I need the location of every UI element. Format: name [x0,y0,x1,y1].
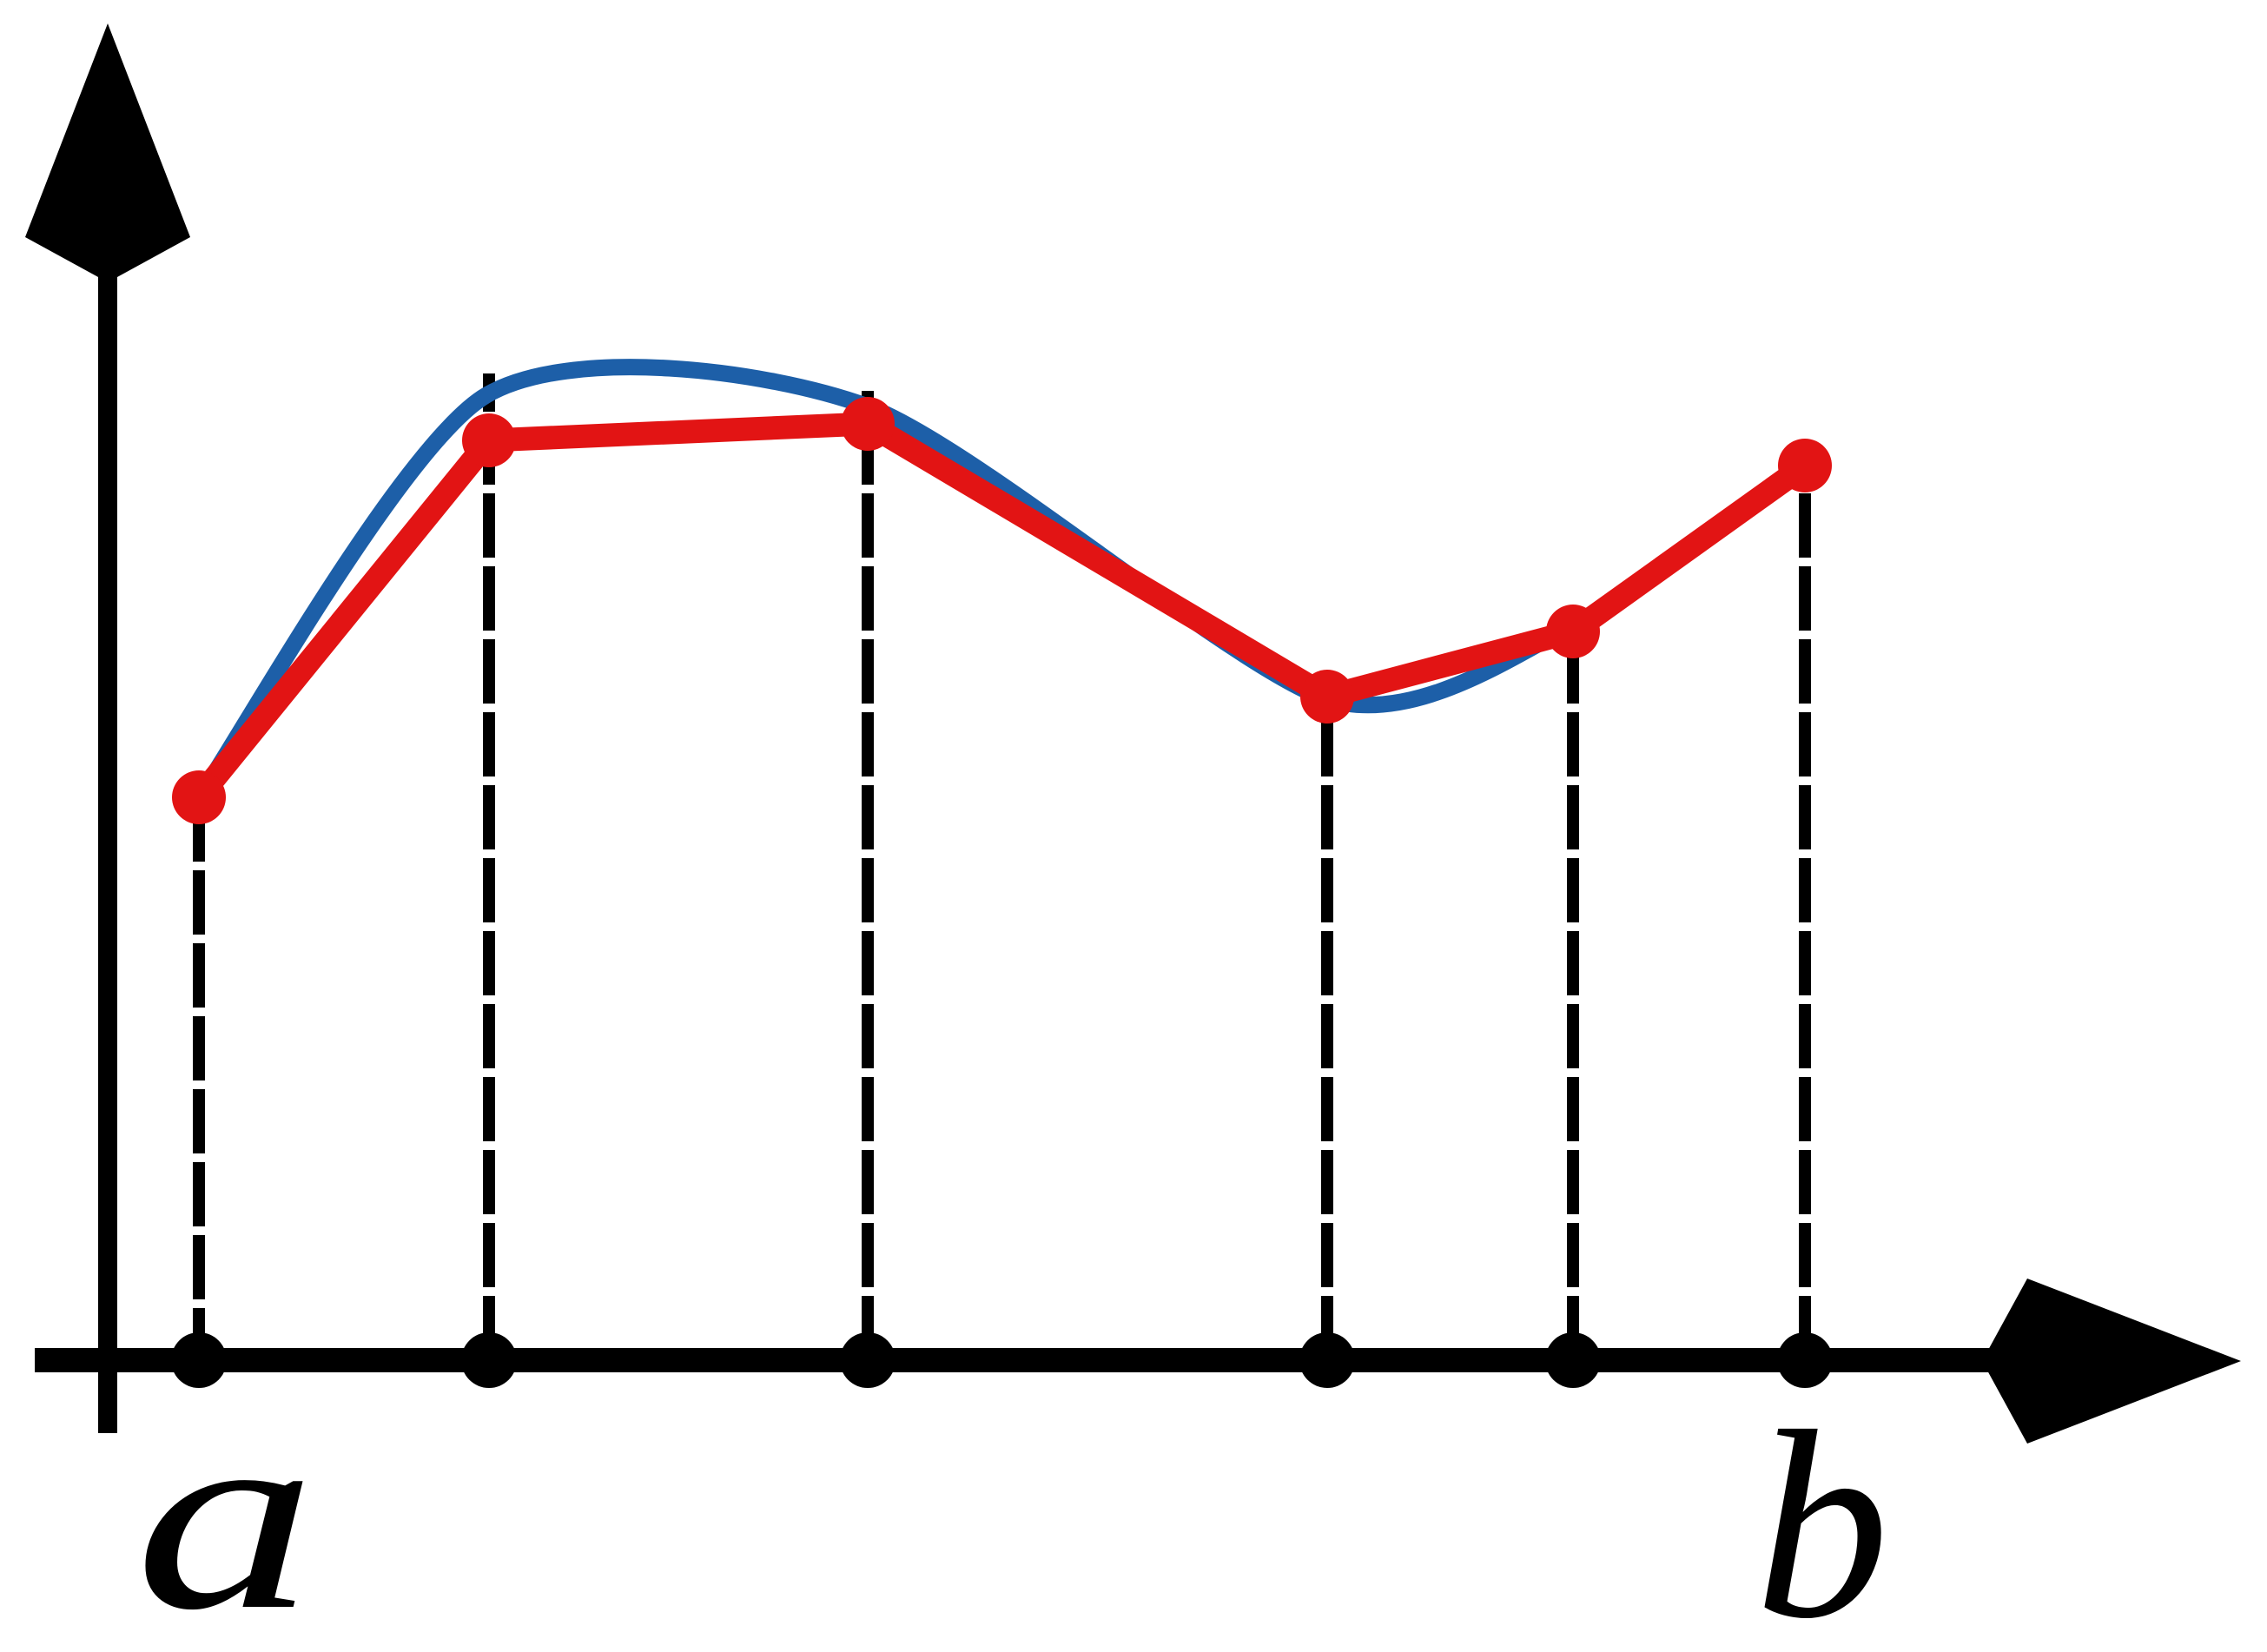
svg-text:b: b [1755,1377,1889,1652]
svg-text:a: a [135,1367,316,1652]
